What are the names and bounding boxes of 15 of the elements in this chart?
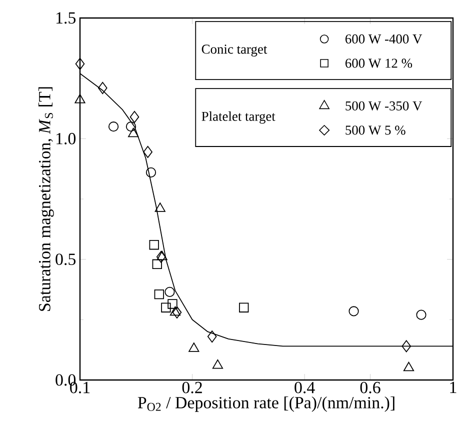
y-tick-label: 0.5 [56, 254, 76, 266]
x-axis-title: P$_{O2}$ / Deposition rate [(Pa)/(nm/min.)] [138, 396, 394, 412]
annotation: Conic target [202, 44, 268, 56]
x-tick-label: 0.4 [294, 382, 315, 394]
y-axis-title: Saturation magnetization, M$_{S}$ [T] [38, 87, 54, 311]
legend-label: 500 W -350 V [346, 101, 422, 111]
legend-label: 500 W 5 % [346, 126, 406, 135]
x-tick-label: 1 [450, 382, 456, 393]
x-tick-label: 0.2 [182, 382, 202, 394]
y-tick-label: 1.5 [56, 12, 76, 24]
annotation: Platelet target [202, 111, 276, 124]
legend-label: 600 W 12 % [345, 58, 412, 68]
legend-label: 600 W -400 V [345, 34, 422, 44]
y-tick-label: 1.0 [56, 132, 76, 144]
x-tick-label: 0.6 [360, 382, 380, 394]
